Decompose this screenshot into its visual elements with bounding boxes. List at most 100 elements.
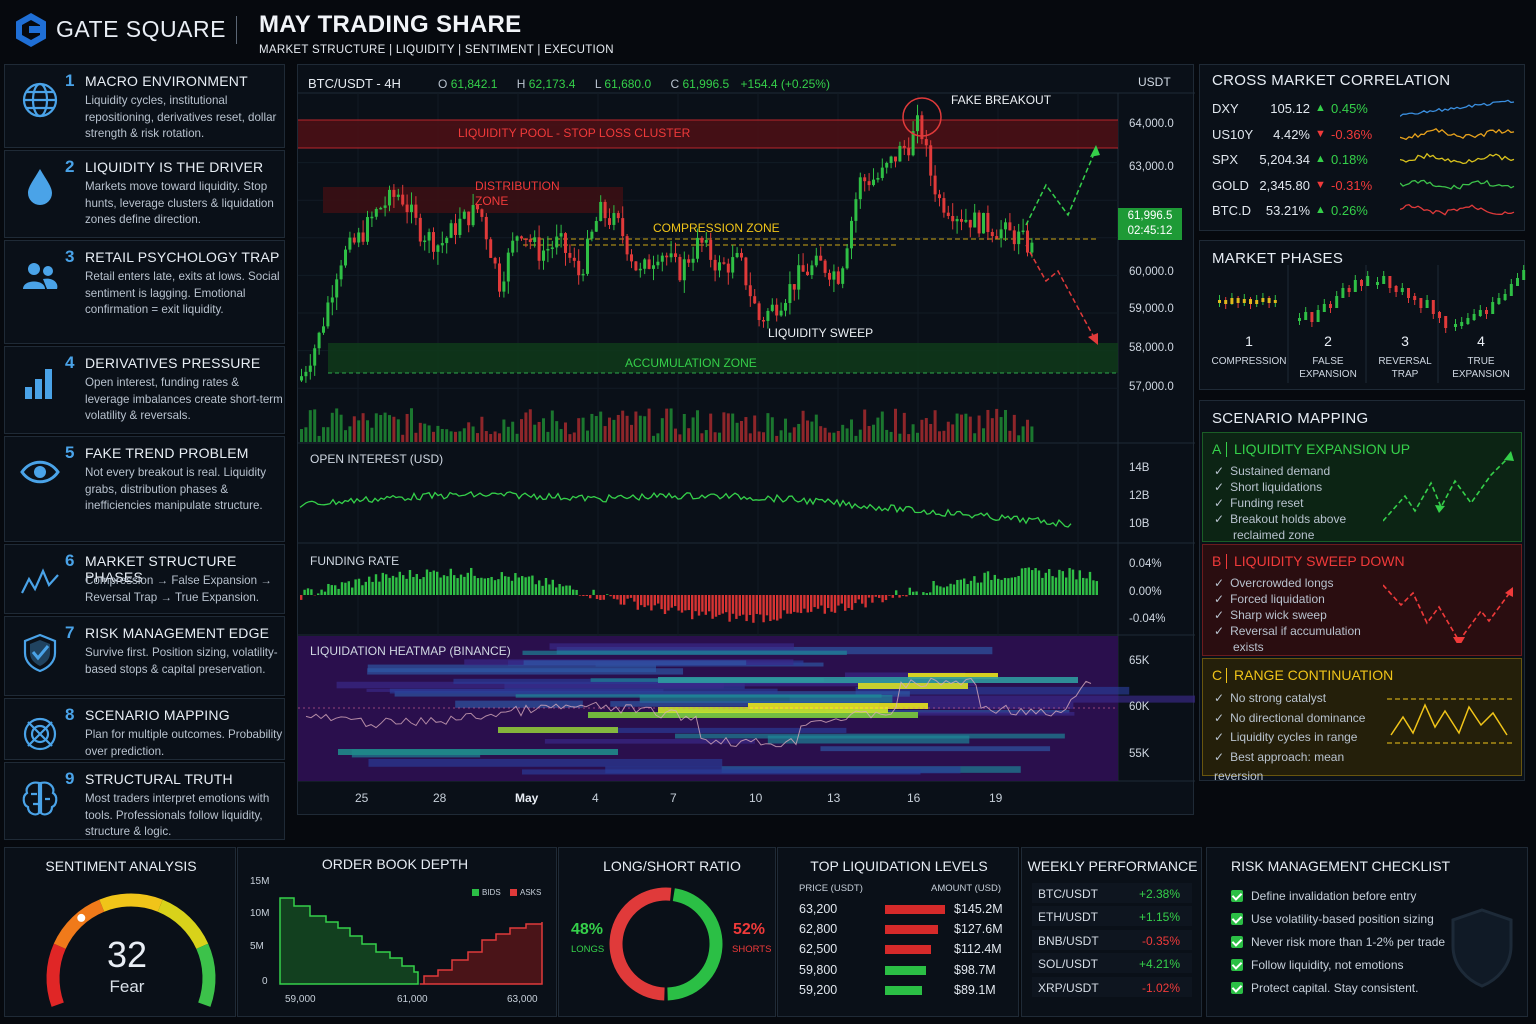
checkbox-checked-icon[interactable]: [1231, 959, 1243, 972]
topic-card-3[interactable]: 3 RETAIL PSYCHOLOGY TRAP Retail enters lat…: [4, 240, 285, 344]
phase-candle: [1431, 300, 1435, 314]
topic-title: MACRO ENVIRONMENT: [85, 73, 248, 89]
topic-card-9[interactable]: 9 STRUCTURAL TRUTH Most traders interpret …: [4, 762, 285, 840]
volume-bar: [361, 413, 365, 442]
phase-candle: [1419, 298, 1423, 308]
funding-bar: [422, 577, 425, 595]
checklist-text: Protect capital. Stay consistent.: [1251, 981, 1419, 996]
candle-body: [427, 232, 431, 241]
topic-card-5[interactable]: 5 FAKE TREND PROBLEM Not every breakout is…: [4, 436, 285, 542]
checkbox-checked-icon[interactable]: [1231, 912, 1243, 925]
topic-card-4[interactable]: 4 DERIVATIVES PRESSURE Open interest, fund…: [4, 346, 285, 434]
funding-bar: [538, 580, 541, 595]
candle-body: [379, 207, 383, 210]
checklist-item[interactable]: Protect capital. Stay consistent.: [1231, 977, 1445, 1000]
volume-bar: [467, 422, 471, 442]
volume-bar: [304, 427, 308, 442]
phase-candle: [1353, 280, 1357, 292]
volume-bar: [986, 409, 990, 442]
volume-bar: [810, 421, 814, 442]
ohlc-low: 61,680.0: [604, 77, 652, 91]
phase-candle: [1310, 312, 1314, 322]
volume-bar: [999, 417, 1003, 442]
volume-bar: [982, 428, 985, 442]
label-distribution-1: DISTRIBUTION: [475, 179, 560, 193]
topic-card-6[interactable]: 6 MARKET STRUCTURE PHASES Compression → Fa…: [4, 544, 285, 614]
phase-item: 2 FALSE EXPANSION: [1290, 333, 1366, 381]
candle-body: [594, 221, 598, 232]
axis-tick: 12B: [1129, 490, 1150, 502]
volume-bar: [621, 410, 625, 442]
bars-icon: [25, 369, 52, 399]
volume-bar: [885, 429, 889, 442]
volume-bar: [757, 431, 761, 442]
label-distribution: DISTRIBUTION ZONE: [475, 179, 560, 209]
ob-y-tick: 5M: [250, 941, 264, 952]
volume-bar: [432, 431, 435, 442]
funding-bar: [884, 595, 888, 601]
funding-bar: [861, 595, 864, 604]
checkbox-checked-icon[interactable]: [1231, 889, 1243, 902]
funding-bar: [745, 595, 748, 622]
phase-candle: [1485, 310, 1488, 314]
candle-body: [339, 265, 343, 280]
page-tags: MARKET STRUCTURE | LIQUIDITY | SENTIMENT…: [259, 44, 614, 56]
checkbox-checked-icon[interactable]: [1231, 982, 1243, 995]
volume-bar: [766, 413, 770, 442]
funding-bar: [973, 576, 976, 595]
checklist-item[interactable]: Use volatility-based position sizing: [1231, 907, 1445, 930]
scenario-card-b[interactable]: B LIQUIDITY SWEEP DOWN Overcrowded longsFo…: [1202, 544, 1522, 656]
scenario-card-c[interactable]: C RANGE CONTINUATION No strong catalystNo …: [1202, 658, 1522, 783]
funding-bar: [364, 581, 367, 595]
checklist-item[interactable]: Define invalidation before entry: [1231, 884, 1445, 907]
volume-bar: [792, 427, 796, 442]
candle-body: [841, 268, 845, 284]
candle-body: [577, 260, 581, 276]
topic-description: Not every breakout is real. Liquidity gr…: [85, 466, 267, 512]
week-row-bg: [1032, 953, 1192, 974]
candle-body: [352, 237, 356, 243]
phase-candle: [1255, 300, 1259, 304]
volume-bar: [493, 431, 497, 442]
topic-card-1[interactable]: 1 MACRO ENVIRONMENT Liquidity cycles, inst…: [4, 64, 285, 148]
topic-card-8[interactable]: 8 SCENARIO MAPPING Plan for multiple outco…: [4, 698, 285, 760]
checklist-item[interactable]: Never risk more than 1-2% per trade: [1231, 930, 1445, 953]
funding-bar: [327, 583, 330, 595]
volume-bar: [405, 413, 409, 442]
scenario-card-a[interactable]: A LIQUIDITY EXPANSION UP Sustained demandS…: [1202, 432, 1522, 542]
scenario-point: reclaimed zone: [1233, 528, 1315, 542]
funding-bar: [626, 595, 629, 599]
heatmap-hot-band: [658, 707, 888, 713]
candle-body: [634, 261, 638, 271]
date-tick: May: [515, 791, 539, 805]
funding-bar: [837, 595, 840, 606]
funding-bar: [1078, 570, 1081, 595]
phase-number: 4: [1477, 333, 1485, 349]
phase-candle: [1516, 278, 1519, 286]
candle-body: [858, 177, 862, 200]
funding-bar: [816, 595, 820, 609]
funding-bar: [1088, 571, 1092, 595]
date-tick: 13: [827, 791, 841, 805]
candle-body: [467, 211, 471, 226]
funding-bar: [708, 595, 711, 612]
topic-card-7[interactable]: 7 RISK MANAGEMENT EDGE Survive first. Posi…: [4, 616, 285, 696]
checklist-item[interactable]: Follow liquidity, not emotions: [1231, 954, 1445, 977]
funding-bar: [704, 595, 707, 615]
volume-bar: [599, 411, 603, 442]
topic-card-2[interactable]: 2 LIQUIDITY IS THE DRIVER Markets move tow…: [4, 150, 285, 238]
checkbox-checked-icon[interactable]: [1231, 935, 1243, 948]
funding-bar: [497, 579, 500, 595]
topic-description: Survive first. Position sizing, volatili…: [85, 646, 278, 676]
phase-candle: [1438, 312, 1441, 318]
scenario-point: exists: [1233, 640, 1264, 654]
candle-body: [880, 167, 884, 178]
arrow-up-icon: ▲: [1315, 153, 1326, 165]
ohlc-c-label: C: [670, 77, 680, 91]
heatmap-band: [522, 650, 847, 655]
heatmap-hot-band: [588, 712, 918, 718]
funding-bar: [340, 582, 344, 595]
candle-body: [317, 332, 321, 349]
funding-bar: [718, 595, 721, 615]
axis-tick: 0.04%: [1129, 558, 1162, 570]
